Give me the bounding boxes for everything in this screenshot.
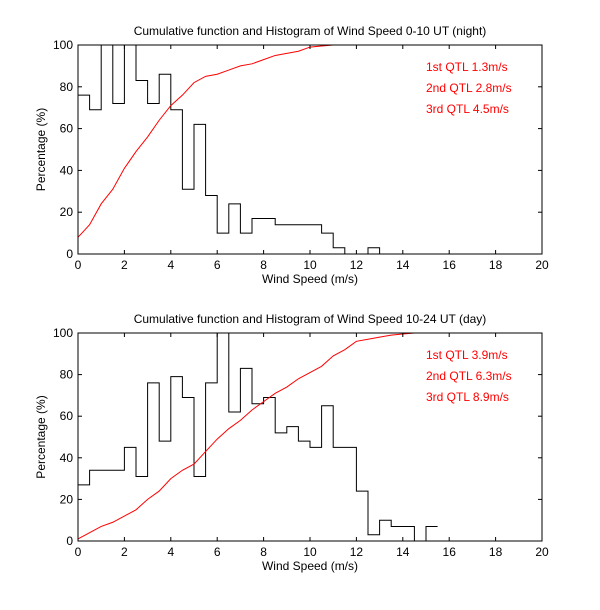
x-tick-label: 12 (350, 545, 364, 559)
quartile-annotation: 2nd QTL 2.8m/s (426, 81, 512, 95)
y-tick-label: 80 (60, 80, 74, 94)
x-tick-label: 16 (443, 545, 457, 559)
y-tick-label: 0 (66, 534, 73, 548)
x-tick-label: 2 (121, 258, 128, 272)
chart-title: Cumulative function and Histogram of Win… (134, 312, 487, 326)
histogram-series (78, 332, 438, 542)
x-tick-label: 18 (489, 545, 503, 559)
y-tick-label: 40 (60, 451, 74, 465)
y-tick-label: 0 (66, 247, 73, 261)
chart-night: Cumulative function and Histogram of Win… (34, 24, 549, 286)
y-tick-label: 40 (60, 163, 74, 177)
quartile-annotation: 1st QTL 3.9m/s (426, 348, 508, 362)
x-tick-label: 20 (535, 258, 549, 272)
plot-frame (77, 44, 543, 255)
x-axis-label: Wind Speed (m/s) (262, 272, 358, 286)
x-tick-label: 8 (260, 258, 267, 272)
quartile-annotation: 1st QTL 1.3m/s (426, 60, 508, 74)
y-axis-label: Percentage (%) (34, 395, 48, 478)
y-axis-label: Percentage (%) (34, 108, 48, 191)
chart-day: Cumulative function and Histogram of Win… (34, 312, 549, 573)
y-tick-label: 20 (60, 205, 74, 219)
quartile-annotation: 3rd QTL 8.9m/s (426, 390, 509, 404)
y-tick-label: 80 (60, 368, 74, 382)
x-tick-label: 4 (167, 258, 174, 272)
x-tick-label: 10 (303, 545, 317, 559)
x-tick-label: 18 (489, 258, 503, 272)
x-tick-label: 0 (75, 545, 82, 559)
x-tick-label: 20 (535, 545, 549, 559)
x-tick-label: 10 (303, 258, 317, 272)
x-tick-label: 8 (260, 545, 267, 559)
y-tick-label: 20 (60, 492, 74, 506)
x-tick-label: 0 (75, 258, 82, 272)
x-tick-label: 4 (167, 545, 174, 559)
cumulative-series (77, 332, 542, 540)
y-tick-label: 100 (53, 326, 73, 340)
y-tick-label: 60 (60, 409, 74, 423)
x-tick-label: 14 (396, 258, 410, 272)
y-tick-label: 60 (60, 122, 74, 136)
y-tick-label: 100 (53, 38, 73, 52)
x-tick-label: 16 (443, 258, 457, 272)
quartile-annotation: 2nd QTL 6.3m/s (426, 369, 512, 383)
histogram-series (78, 44, 392, 255)
chart-title: Cumulative function and Histogram of Win… (134, 24, 487, 38)
x-tick-label: 14 (396, 545, 410, 559)
x-tick-label: 12 (350, 258, 364, 272)
quartile-annotation: 3rd QTL 4.5m/s (426, 102, 509, 116)
x-tick-label: 2 (121, 545, 128, 559)
x-tick-label: 6 (214, 545, 221, 559)
x-axis-label: Wind Speed (m/s) (262, 559, 358, 573)
x-tick-label: 6 (214, 258, 221, 272)
